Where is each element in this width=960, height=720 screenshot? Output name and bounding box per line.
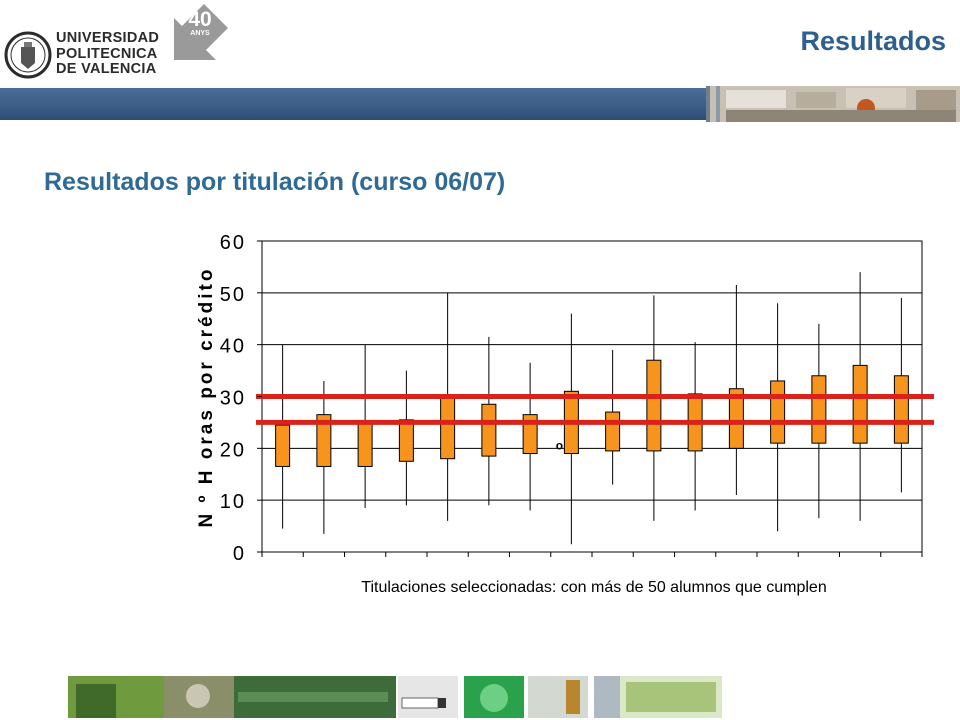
- university-seal-icon: [4, 31, 52, 79]
- y-tick-label: 30: [220, 388, 246, 410]
- box: [646, 359, 662, 452]
- y-tick-label: 40: [220, 336, 246, 358]
- y-tick-label: 10: [220, 491, 246, 513]
- slide-subtitle: Resultados por titulación (curso 06/07): [44, 168, 506, 196]
- anniversary-label: ANYS: [190, 30, 210, 37]
- box: [316, 414, 332, 467]
- box: [728, 388, 744, 449]
- anniversary-40-logo: 40 ANYS: [174, 4, 228, 60]
- page-title: Resultados: [800, 26, 946, 56]
- box: [275, 424, 291, 467]
- reference-lines: [256, 394, 934, 425]
- x-axis-ticks: [261, 552, 923, 557]
- box: [770, 380, 786, 444]
- box: [398, 419, 414, 462]
- box: [893, 375, 909, 444]
- box: [357, 421, 373, 467]
- box: [481, 403, 497, 457]
- bottom-photo-strip: [68, 676, 722, 718]
- y-tick-label: 0: [233, 543, 246, 565]
- university-name-line-3: DE VALENCIA: [56, 61, 157, 77]
- y-tick-label: 20: [220, 439, 246, 461]
- university-name-line-2: POLITECNICA: [56, 45, 158, 62]
- x-axis-label: Titulaciones seleccionadas: con más de 5…: [361, 579, 826, 596]
- outlier-marker: o: [556, 439, 563, 453]
- header-photo: [706, 86, 960, 122]
- box: [811, 375, 827, 444]
- header-bar: [0, 88, 706, 120]
- anniversary-number: 40: [188, 8, 211, 31]
- outliers: o: [556, 439, 563, 453]
- box: [440, 396, 456, 460]
- box: [852, 364, 868, 444]
- y-tick-label: 50: [220, 284, 246, 306]
- y-axis-label: N º H oras por crédito: [196, 267, 217, 528]
- box: [605, 411, 621, 452]
- university-name-line-1: UNIVERSIDAD: [56, 30, 160, 46]
- y-axis-tick-labels: 0 10 20 30 40 50 60: [220, 232, 262, 565]
- y-tick-label: 60: [220, 232, 246, 254]
- upv-logo: UNIVERSIDAD POLITECNICA DE VALENCIA: [4, 28, 159, 82]
